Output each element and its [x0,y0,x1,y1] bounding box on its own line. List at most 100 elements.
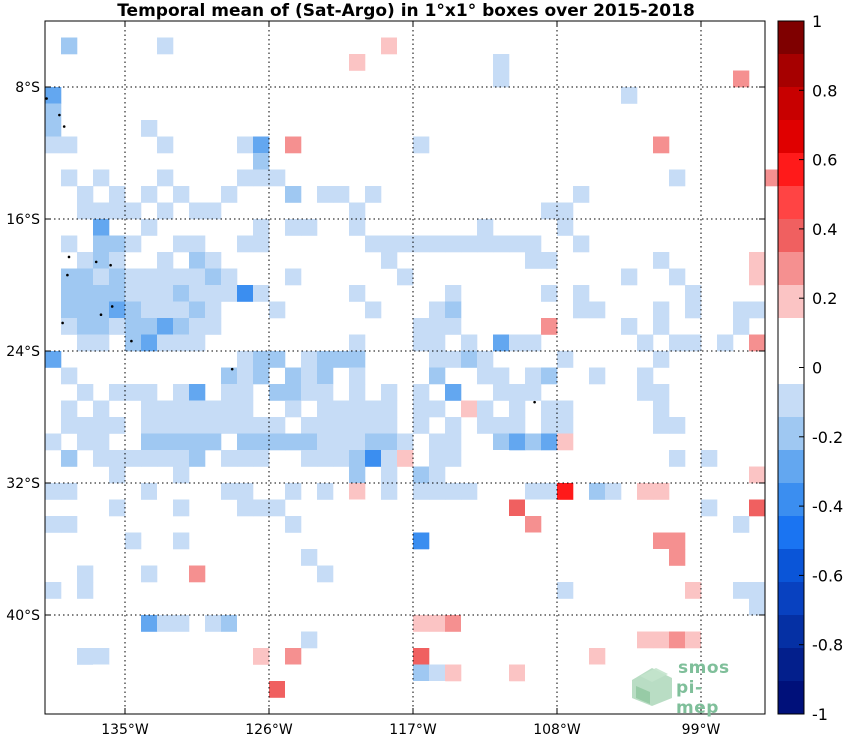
heatmap-cell [429,450,446,467]
heatmap-cell [221,400,238,418]
heatmap-cell [525,334,542,352]
heatmap-cell [77,565,94,583]
heatmap-cell [493,367,510,385]
heatmap-cell [637,598,654,616]
heatmap-cell [93,318,110,335]
heatmap-cell [285,186,302,203]
heatmap-cell [637,483,654,500]
heatmap-cell [413,87,430,104]
heatmap-cell [77,252,94,269]
heatmap-cell [701,169,718,187]
heatmap-cell [349,37,366,55]
heatmap-cell [749,235,766,253]
heatmap-cell [525,598,542,616]
heatmap-cell [301,351,318,368]
heatmap-cell [157,268,174,286]
heatmap-cell [605,483,622,500]
heatmap-cell [285,400,302,418]
heatmap-cell [381,235,398,253]
colorbar-segment [778,21,804,55]
colorbar-tick-label: 1 [812,12,822,31]
heatmap-cell [685,582,702,599]
heatmap-cell [701,37,718,55]
heatmap-cell [509,235,526,253]
heatmap-cell [525,384,542,401]
heatmap-cell [173,466,190,484]
heatmap-cell [477,417,494,434]
heatmap-cell [365,235,382,253]
heatmap-cell [589,483,606,500]
heatmap-cell [573,235,590,253]
heatmap-cell [141,219,158,236]
heatmap-cell [189,384,206,401]
heatmap-cell [301,433,318,451]
heatmap-cell [189,664,206,682]
heatmap-cell [557,37,574,55]
heatmap-cell [381,648,398,665]
heatmap-cell [221,37,238,55]
heatmap-cell [349,285,366,302]
heatmap-cell [77,268,94,286]
heatmap-cell [157,37,174,55]
heatmap-cell [45,433,62,451]
heatmap-cell [109,285,126,302]
heatmap-cell [557,433,574,451]
heatmap-cell [253,169,270,187]
heatmap-cell [509,598,526,616]
heatmap-cell [445,433,462,451]
heatmap-cell [253,417,270,434]
heatmap-cell [557,483,574,500]
heatmap-cell [573,301,590,319]
heatmap-cell [253,499,270,517]
heatmap-cell [429,433,446,451]
heatmap-cell [125,202,142,220]
heatmap-cell [141,565,158,583]
heatmap-cell [93,285,110,302]
heatmap-cell [557,582,574,599]
heatmap-cell [237,351,254,368]
heatmap-cell [429,681,446,698]
heatmap-cell [221,450,238,467]
heatmap-cell [557,417,574,434]
heatmap-cell [749,268,766,286]
heatmap-cell [749,681,766,698]
heatmap-cell [557,202,574,220]
colorbar-segment [778,582,804,616]
colorbar: 1 0.8 0.6 0.4 0.2 0 -0.2 -0.4 -0.6 -0.8 -1 [777,12,843,724]
heatmap-cell [333,648,350,665]
logo-cube-icon [632,668,672,706]
heatmap-cell [205,202,222,220]
heatmap-cell [125,334,142,352]
heatmap-cell [125,318,142,335]
heatmap-cell [285,664,302,682]
heatmap-cell [429,301,446,319]
heatmap-cell [493,450,510,467]
heatmap-cell [285,219,302,236]
heatmap-cell [461,235,478,253]
heatmap-cell [93,450,110,467]
heatmap-cell [173,301,190,319]
colorbar-tick-label: -0.4 [812,497,843,516]
heatmap-cell [541,252,558,269]
heatmap-cell [189,285,206,302]
heatmap-cell [221,483,238,500]
heatmap-cell [173,433,190,451]
heatmap-cell [109,186,126,203]
heatmap-cell [93,301,110,319]
grid-lines [45,21,765,714]
heatmap-cell [541,483,558,500]
heatmap-cell [445,664,462,682]
heatmap-cell [349,499,366,517]
heatmap-cell [525,433,542,451]
heatmap-cell [237,384,254,401]
heatmap-cell [285,516,302,533]
heatmap-cell [173,285,190,302]
heatmap-cell [381,483,398,500]
heatmap-cell [733,631,750,649]
heatmap-cell [429,37,446,55]
heatmap-cell [413,615,430,632]
heatmap-cell [237,417,254,434]
heatmap-cell [205,598,222,616]
heatmap-cell [589,664,606,682]
heatmap-cell [173,235,190,253]
